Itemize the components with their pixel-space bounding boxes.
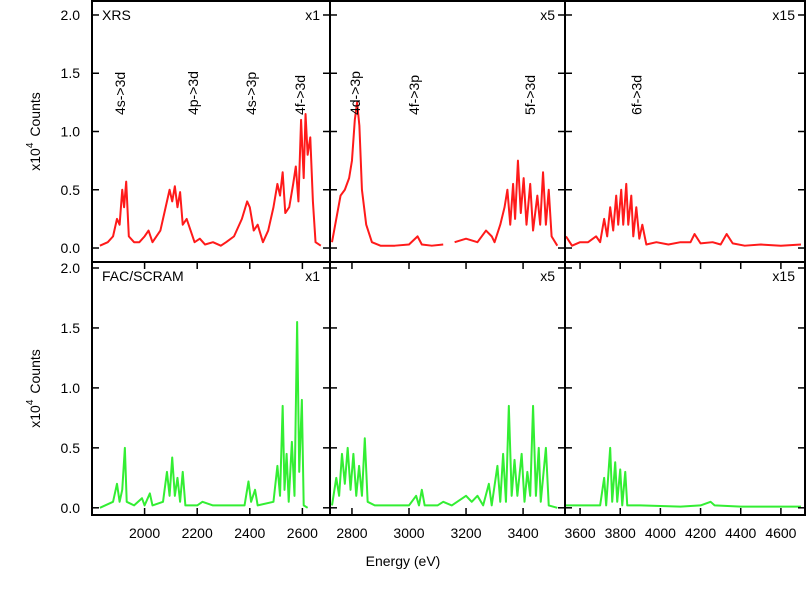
y-tick-label: 0.5 xyxy=(61,182,81,198)
panel-frame xyxy=(329,261,566,516)
y-tick-label: 2.0 xyxy=(61,7,81,23)
y-tick-label: 1.0 xyxy=(61,380,81,396)
scale-label: x5 xyxy=(540,268,555,284)
x-tick-label: 4400 xyxy=(725,525,756,541)
scale-label: x1 xyxy=(305,7,320,23)
spectrum-line xyxy=(331,101,559,247)
y-axis-label: x104 Counts xyxy=(25,92,43,171)
x-tick-label: 3400 xyxy=(507,525,538,541)
x-tick-label: 3800 xyxy=(605,525,636,541)
x-tick-label: 2000 xyxy=(129,525,160,541)
y-tick-label: 0.0 xyxy=(61,500,81,516)
spectrum-line xyxy=(566,446,801,508)
transition-label: 4p->3d xyxy=(185,71,201,115)
x-tick-label: 4600 xyxy=(765,525,796,541)
y-tick-label: 1.0 xyxy=(61,124,81,140)
y-tick-label: 1.5 xyxy=(61,320,81,336)
transition-label: 4f->3d xyxy=(292,75,308,115)
x-tick-label: 3200 xyxy=(450,525,481,541)
y-tick-label: 1.5 xyxy=(61,65,81,81)
y-axis-label: x104 Counts xyxy=(25,349,43,428)
spectrum-line xyxy=(331,404,558,509)
x-tick-label: 2600 xyxy=(287,525,318,541)
x-tick-label: 2400 xyxy=(234,525,265,541)
transition-label: 6f->3d xyxy=(628,75,644,115)
x-axis-label: Energy (eV) xyxy=(366,553,441,569)
x-tick-label: 4200 xyxy=(685,525,716,541)
y-label-text: Counts xyxy=(27,92,43,136)
x-tick-label: 3600 xyxy=(564,525,595,541)
x-tick-label: 3000 xyxy=(393,525,424,541)
x-tick-label: 2200 xyxy=(182,525,213,541)
scale-label: x1 xyxy=(305,268,320,284)
scale-label: x15 xyxy=(772,7,795,23)
transition-label: 5f->3d xyxy=(522,75,538,115)
panel-label: FAC/SCRAM xyxy=(102,268,184,284)
y-tick-label: 2.0 xyxy=(61,260,81,276)
spectrum-line xyxy=(99,113,322,247)
y-tick-label: 0.5 xyxy=(61,440,81,456)
panel-frame xyxy=(564,0,806,263)
y-label-exponent: 4 xyxy=(25,142,36,148)
scale-label: x15 xyxy=(772,268,795,284)
x-tick-label: 4000 xyxy=(645,525,676,541)
y-label-exponent: 4 xyxy=(25,399,36,405)
scale-label: x5 xyxy=(540,7,555,23)
transition-label: 4s->3p xyxy=(243,72,259,115)
transition-label: 4f->3p xyxy=(406,75,422,115)
y-tick-label: 0.0 xyxy=(61,240,81,256)
panel-frame xyxy=(564,261,806,516)
y-label-prefix: x10 xyxy=(27,148,43,171)
y-label-text: Counts xyxy=(27,349,43,393)
spectrum-line xyxy=(565,182,802,247)
y-label-prefix: x10 xyxy=(27,405,43,428)
transition-label: 4d->3p xyxy=(347,71,363,115)
panel-label: XRS xyxy=(102,7,131,23)
transition-label: 4s->3d xyxy=(112,72,128,115)
spectrum-line xyxy=(99,320,309,509)
x-tick-label: 2800 xyxy=(336,525,367,541)
